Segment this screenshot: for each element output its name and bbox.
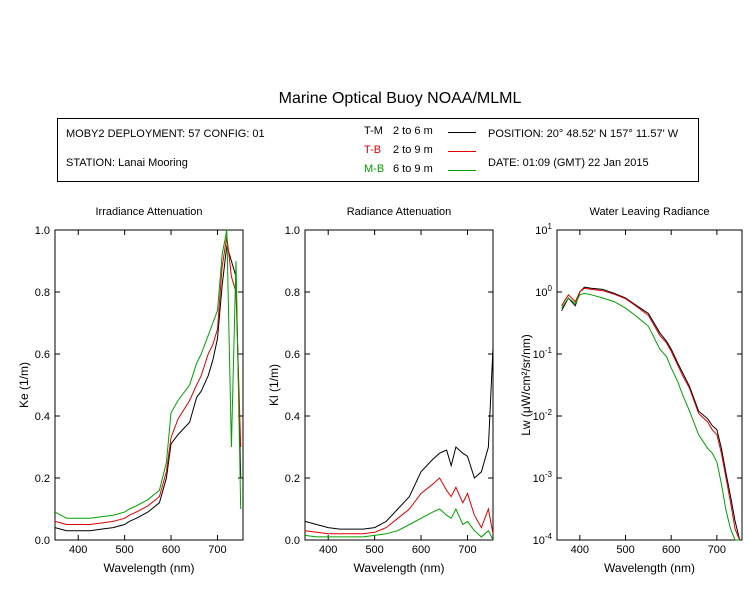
legend-line-mb [448, 170, 476, 171]
chart-0-ytick-label: 0.6 [35, 349, 50, 361]
chart-2-ytick-label: 10-4 [533, 532, 553, 547]
chart-0-frame [54, 229, 244, 541]
chart-0-ytick-label: 0.8 [35, 287, 50, 299]
chart-main-title: Marine Optical Buoy NOAA/MLML [278, 90, 522, 107]
chart-0-series-t-m [54, 245, 242, 532]
chart-0-title: Irradiance Attenuation [95, 206, 202, 218]
chart-0-xtick-label: 400 [69, 544, 87, 556]
chart-2-xtick-label: 400 [571, 544, 589, 556]
chart-1-xtick-label: 400 [319, 544, 337, 556]
chart-1-xtick-label: 700 [458, 544, 476, 556]
legend-line-tb [448, 151, 476, 152]
chart-2-title: Water Leaving Radiance [589, 206, 709, 218]
chart-1-ytick-label: 0.8 [285, 287, 300, 299]
chart-1-series-t-b [304, 477, 494, 535]
chart-1-ytick-label: 1.0 [285, 225, 300, 237]
chart-2-ytick-label: 10-3 [533, 470, 553, 485]
chart-1-xtick-label: 600 [412, 544, 430, 556]
date-text: DATE: 01:09 (GMT) 22 Jan 2015 [488, 157, 649, 169]
chart-2-xtick-label: 600 [662, 544, 680, 556]
chart-0-series-t-b [54, 236, 242, 525]
position-text: POSITION: 20° 48.52' N 157° 11.57' W [488, 128, 679, 140]
chart-1-series-t-m [304, 347, 494, 530]
legend-line-tm [448, 132, 476, 133]
chart-1-xtick-label: 500 [365, 544, 383, 556]
chart-2-xtick-label: 700 [708, 544, 726, 556]
chart-2-series-t-b [561, 287, 741, 541]
chart-1-ytick-label: 0.4 [285, 411, 300, 423]
legend-name-tm: T-M [364, 125, 383, 137]
chart-2-ylabel: Lw (μW/cm²/sr/nm) [519, 334, 533, 436]
legend-range-tm: 2 to 6 m [393, 125, 433, 137]
legend-range-tb: 2 to 9 m [393, 144, 433, 156]
chart-1-ytick-label: 0.6 [285, 349, 300, 361]
chart-0-xtick-label: 600 [162, 544, 180, 556]
chart-0-ytick-label: 0.4 [35, 411, 50, 423]
chart-0-ylabel: Ke (1/m) [17, 362, 31, 408]
legend-name-tb: T-B [364, 144, 382, 156]
chart-1-title: Radiance Attenuation [347, 206, 452, 218]
legend-name-mb: M-B [364, 163, 385, 175]
chart-1-ytick-label: 0.0 [285, 535, 300, 547]
chart-1-xlabel: Wavelength (nm) [354, 561, 445, 575]
chart-0-ytick-label: 0.0 [35, 535, 50, 547]
chart-2-ytick-label: 10-1 [533, 346, 553, 361]
deployment-text: MOBY2 DEPLOYMENT: 57 CONFIG: 01 [66, 128, 265, 140]
chart-1-ytick-label: 0.2 [285, 473, 300, 485]
chart-2-series-m-b [561, 292, 740, 541]
chart-0-ytick-label: 1.0 [35, 225, 50, 237]
chart-0-xtick-label: 500 [115, 544, 133, 556]
chart-1-frame [304, 229, 494, 541]
chart-1-ylabel: Kl (1/m) [267, 364, 281, 406]
chart-2-series-t-m [561, 286, 741, 541]
chart-2-frame [556, 229, 743, 541]
legend-range-mb: 6 to 9 m [393, 163, 433, 175]
chart-0-series-m-b [54, 229, 242, 519]
chart-2-xtick-label: 500 [616, 544, 634, 556]
info-box: MOBY2 DEPLOYMENT: 57 CONFIG: 01 STATION:… [57, 118, 699, 182]
chart-2-ytick-label: 100 [535, 284, 552, 299]
chart-2-xlabel: Wavelength (nm) [604, 561, 695, 575]
station-text: STATION: Lanai Mooring [66, 157, 188, 169]
chart-0-ytick-label: 0.2 [35, 473, 50, 485]
chart-2-ytick-label: 101 [535, 222, 552, 237]
chart-0-xlabel: Wavelength (nm) [104, 561, 195, 575]
chart-0-xtick-label: 700 [208, 544, 226, 556]
chart-1-series-m-b [304, 507, 494, 541]
chart-2-ytick-label: 10-2 [533, 408, 553, 423]
